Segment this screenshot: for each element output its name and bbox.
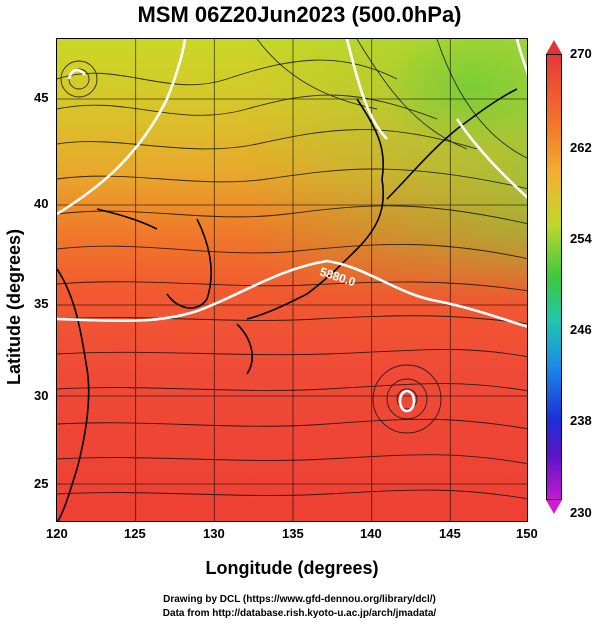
x-tick-label: 135 bbox=[282, 526, 304, 541]
y-tick-label: 45 bbox=[34, 90, 49, 105]
colorbar-bottom-cap bbox=[546, 500, 562, 514]
streamlines bbox=[57, 39, 527, 500]
credit-drawing: Drawing by DCL (https://www.gfd-dennou.o… bbox=[163, 594, 436, 605]
colorbar-label: 254 bbox=[570, 231, 592, 246]
colorbar-label: 238 bbox=[570, 413, 592, 428]
colorbar bbox=[546, 54, 562, 500]
colorbar-top-cap bbox=[546, 40, 562, 54]
graticule bbox=[57, 39, 527, 521]
y-tick-label: 25 bbox=[34, 476, 49, 491]
coastlines bbox=[57, 88, 518, 521]
x-axis-label: Longitude (degrees) bbox=[205, 558, 379, 578]
x-tick-label: 130 bbox=[203, 526, 225, 541]
y-tick-label: 40 bbox=[34, 196, 49, 211]
colorbar-label: 246 bbox=[570, 322, 592, 337]
chart-title: MSM 06Z20Jun2023 (500.0hPa) bbox=[137, 2, 462, 27]
colorbar-label: 230 bbox=[570, 505, 592, 520]
y-tick-label: 35 bbox=[34, 296, 49, 311]
geopotential-contours bbox=[57, 39, 527, 413]
y-axis-label: Latitude (degrees) bbox=[4, 228, 24, 385]
x-tick-label: 145 bbox=[439, 526, 461, 541]
y-tick-label: 30 bbox=[34, 388, 49, 403]
credit-data: Data from http://database.rish.kyoto-u.a… bbox=[162, 608, 437, 619]
colorbar-label: 270 bbox=[570, 46, 592, 61]
x-tick-label: 120 bbox=[46, 526, 68, 541]
x-tick-label: 150 bbox=[516, 526, 538, 541]
x-tick-label: 125 bbox=[124, 526, 146, 541]
map-plot-area: 5880.0 bbox=[56, 38, 528, 522]
x-tick-label: 140 bbox=[360, 526, 382, 541]
map-overlay: 5880.0 bbox=[57, 39, 527, 521]
colorbar-label: 262 bbox=[570, 140, 592, 155]
